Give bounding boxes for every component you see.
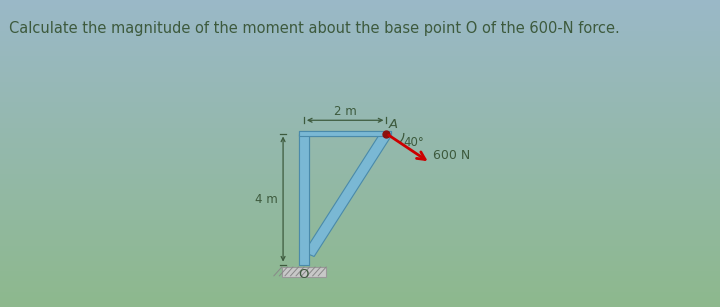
Bar (0, 169, 720, 174)
Bar (0, 154, 720, 159)
Text: 600 N: 600 N (433, 149, 470, 162)
Bar (0, 292, 720, 297)
Polygon shape (304, 132, 392, 256)
Bar (0, 138, 720, 143)
Bar (0, 276, 720, 282)
Bar (0, 148, 720, 154)
Bar (0, 10, 720, 15)
Bar (299, 134, 309, 265)
Bar (0, 87, 720, 92)
Bar (0, 246, 720, 251)
Bar (0, 118, 720, 123)
Bar (0, 0, 720, 5)
Bar (0, 302, 720, 307)
Bar (0, 230, 720, 235)
Text: A: A (389, 118, 398, 131)
Bar (0, 67, 720, 72)
Bar (0, 240, 720, 246)
Bar (0, 56, 720, 61)
Bar (0, 133, 720, 138)
Bar (299, 131, 392, 136)
Text: 2 m: 2 m (334, 105, 356, 118)
Bar (0, 77, 720, 82)
Bar (0, 200, 720, 205)
Bar (0, 15, 720, 21)
Bar (0, 107, 720, 113)
Bar (0, 61, 720, 67)
Bar (0, 5, 720, 10)
Bar (299, 134, 309, 265)
Bar (0, 102, 720, 107)
Bar (0, 282, 720, 286)
Bar (0, 164, 720, 169)
Bar (0, 297, 720, 302)
Bar (0, 143, 720, 148)
Bar (0, 235, 720, 240)
Bar (0, 41, 720, 46)
Bar (0, 92, 720, 97)
Bar (0, 251, 720, 256)
Bar (0, 261, 720, 266)
Bar (0, 220, 720, 225)
Bar (0, 128, 720, 133)
Bar (0, 31, 720, 36)
Text: 40°: 40° (404, 136, 425, 149)
Bar (0, 159, 720, 164)
Text: O: O (299, 268, 309, 281)
Bar (0, 21, 720, 25)
Bar (0, 36, 720, 41)
Text: Calculate the magnitude of the moment about the base point O of the 600-N force.: Calculate the magnitude of the moment ab… (9, 21, 620, 37)
Bar (0, 225, 720, 230)
Bar (0, 174, 720, 179)
Bar (0, 210, 720, 215)
Bar (0, 25, 720, 31)
Bar (0, 97, 720, 102)
Bar (0, 271, 720, 276)
Bar (0, 51, 720, 56)
Bar (0, 189, 720, 194)
Bar (0, 123, 720, 128)
Bar (0, 256, 720, 261)
Bar (0, 205, 720, 210)
Bar (282, 267, 326, 277)
Bar (0, 72, 720, 77)
Bar (0, 113, 720, 118)
Bar (0, 215, 720, 220)
Bar (0, 179, 720, 184)
Bar (0, 194, 720, 200)
Text: 4 m: 4 m (255, 192, 277, 206)
Bar (0, 46, 720, 51)
Bar (299, 131, 392, 136)
Bar (0, 82, 720, 87)
Bar (0, 266, 720, 271)
Bar (0, 286, 720, 292)
Bar (0, 184, 720, 189)
